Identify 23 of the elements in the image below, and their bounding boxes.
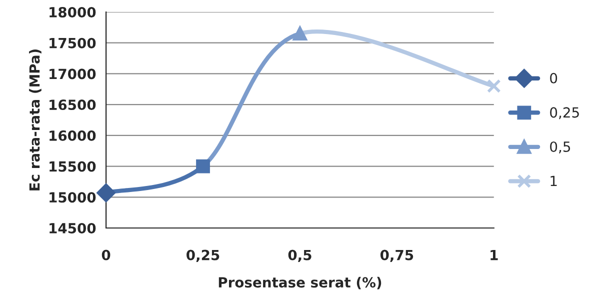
point bbox=[96, 184, 116, 202]
point bbox=[486, 79, 501, 94]
y-tick-label: 18000 bbox=[50, 6, 96, 18]
x-tick-label: 0,5 bbox=[288, 250, 312, 262]
y-tick-label: 16500 bbox=[50, 100, 96, 110]
x-axis-title: Prosentase serat (%) bbox=[218, 276, 382, 290]
y-tick-label: 17000 bbox=[50, 68, 96, 80]
legend-label: 0,25 bbox=[550, 107, 579, 120]
y-tick-label: 15000 bbox=[50, 192, 96, 203]
y-tick-label: 16000 bbox=[50, 130, 96, 141]
x-tick-label: 0,75 bbox=[380, 250, 414, 262]
y-tick-label: 15500 bbox=[50, 161, 96, 172]
x-tick-label: 0 bbox=[102, 250, 110, 260]
x-tick-label: 1 bbox=[490, 250, 498, 260]
legend-label: 1 bbox=[550, 176, 557, 186]
legend-label: 0 bbox=[550, 72, 558, 84]
y-tick-label: 14500 bbox=[50, 222, 96, 234]
point bbox=[196, 159, 210, 174]
point bbox=[293, 26, 307, 41]
y-tick-label: 17500 bbox=[50, 38, 96, 48]
y-axis-title: Ec rata-rata (MPa) bbox=[29, 50, 42, 190]
legend-label: 0,5 bbox=[550, 141, 570, 154]
x-tick-label: 0,25 bbox=[186, 250, 220, 262]
